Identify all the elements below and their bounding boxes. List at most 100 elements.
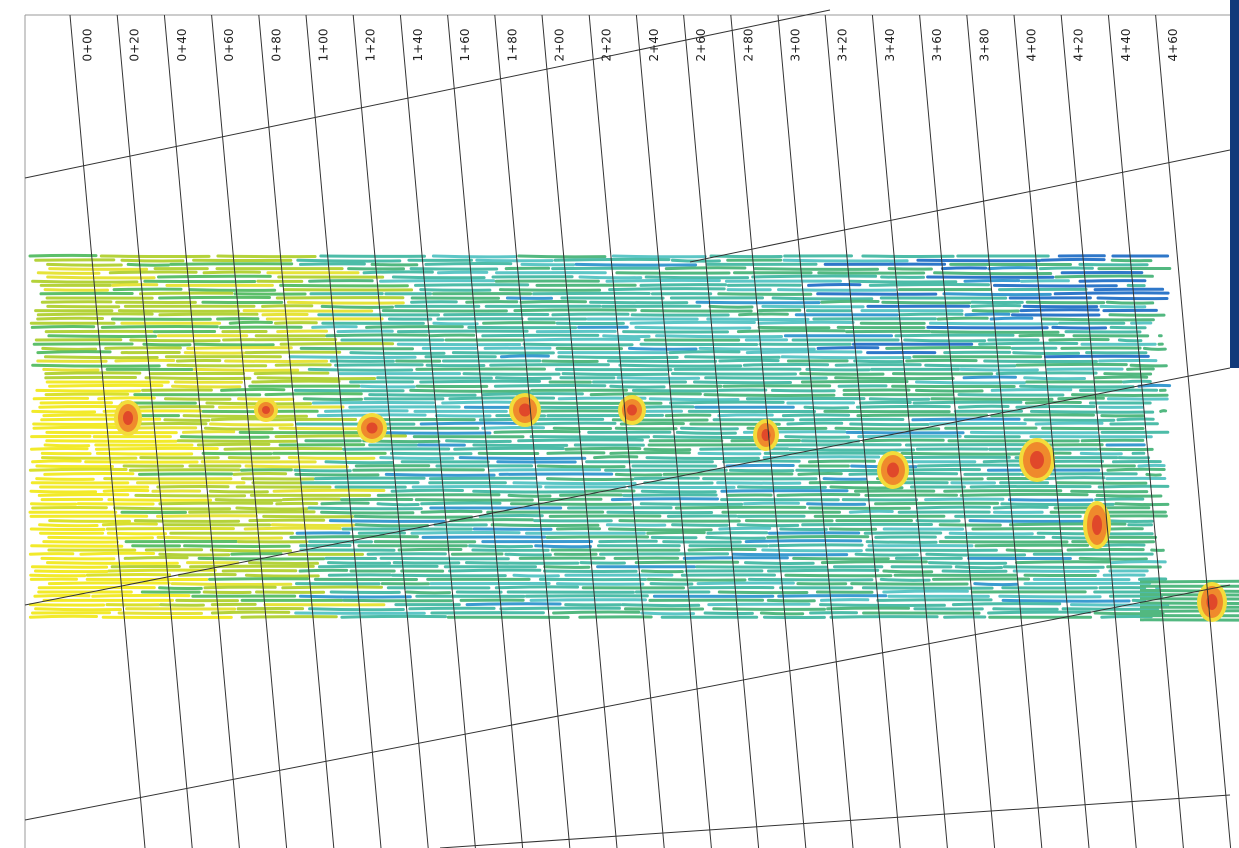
track xyxy=(664,413,712,418)
track xyxy=(512,573,560,578)
track xyxy=(281,585,383,590)
track xyxy=(29,573,87,578)
track xyxy=(104,346,182,350)
track xyxy=(36,312,154,317)
track xyxy=(885,345,1012,350)
track xyxy=(784,573,893,578)
track xyxy=(45,439,178,443)
track xyxy=(649,582,694,586)
track xyxy=(379,456,455,460)
track xyxy=(79,551,156,556)
track xyxy=(158,586,203,591)
track xyxy=(557,355,679,360)
track xyxy=(1114,502,1170,507)
track xyxy=(35,464,114,469)
station-labels: 0+00 0+20 0+40 0+60 0+80 1+00 1+20 1+40 1+60 1+80… xyxy=(81,29,1181,62)
anomaly-core xyxy=(1030,451,1044,469)
track xyxy=(970,304,1022,308)
track xyxy=(156,514,258,518)
track xyxy=(963,278,1021,283)
track xyxy=(990,413,1095,418)
track xyxy=(771,296,874,301)
track xyxy=(248,518,326,523)
track xyxy=(28,552,75,556)
track xyxy=(608,287,726,292)
track xyxy=(1098,358,1158,363)
anomalies xyxy=(114,393,1227,622)
track xyxy=(449,518,534,523)
track xyxy=(294,472,380,477)
track xyxy=(614,472,663,477)
track xyxy=(208,577,310,581)
track xyxy=(30,446,89,451)
track xyxy=(834,376,955,381)
track xyxy=(126,262,170,267)
baseline xyxy=(24,367,1231,606)
track xyxy=(85,573,172,577)
track xyxy=(314,476,426,481)
track xyxy=(1023,418,1116,422)
track xyxy=(927,561,1008,565)
track xyxy=(1110,560,1167,565)
track xyxy=(546,451,606,455)
track xyxy=(770,388,836,393)
track xyxy=(182,414,308,419)
track xyxy=(36,271,101,275)
track xyxy=(628,346,698,351)
track xyxy=(276,329,328,334)
track xyxy=(819,603,946,608)
track xyxy=(302,397,363,401)
track xyxy=(887,267,933,271)
track xyxy=(959,492,1089,497)
track xyxy=(532,421,617,426)
track xyxy=(458,456,587,461)
track xyxy=(766,598,816,603)
track xyxy=(189,564,315,569)
track xyxy=(465,602,562,607)
track xyxy=(829,615,939,619)
track xyxy=(536,464,626,469)
track xyxy=(915,505,991,510)
track xyxy=(175,358,222,363)
track xyxy=(849,422,930,427)
track xyxy=(244,464,349,469)
station-line xyxy=(871,14,948,848)
track xyxy=(493,384,607,388)
track xyxy=(113,506,232,511)
track xyxy=(1030,409,1155,414)
track xyxy=(169,262,294,266)
track xyxy=(420,509,483,514)
track xyxy=(943,489,1063,493)
track xyxy=(36,316,104,321)
station-label: 4+20 xyxy=(1072,29,1086,62)
track xyxy=(419,288,492,292)
track xyxy=(405,590,452,595)
track xyxy=(767,568,880,573)
track xyxy=(261,304,314,308)
track xyxy=(307,506,423,511)
track xyxy=(94,446,219,451)
track xyxy=(1137,463,1166,468)
track xyxy=(298,568,349,573)
track xyxy=(390,488,464,493)
track xyxy=(397,547,463,552)
track xyxy=(248,561,319,565)
track xyxy=(662,472,794,476)
anomaly-core xyxy=(366,422,378,434)
track xyxy=(543,565,591,569)
track xyxy=(806,502,867,506)
track xyxy=(320,304,394,309)
track xyxy=(574,262,698,267)
track xyxy=(324,460,394,465)
track xyxy=(1138,577,1168,581)
track xyxy=(48,519,131,523)
track xyxy=(717,292,813,296)
track xyxy=(1096,296,1169,301)
track xyxy=(410,531,521,535)
track xyxy=(1099,304,1147,309)
track xyxy=(183,351,246,355)
track xyxy=(419,421,527,426)
track xyxy=(478,514,544,518)
track xyxy=(718,358,780,363)
track xyxy=(820,299,880,304)
